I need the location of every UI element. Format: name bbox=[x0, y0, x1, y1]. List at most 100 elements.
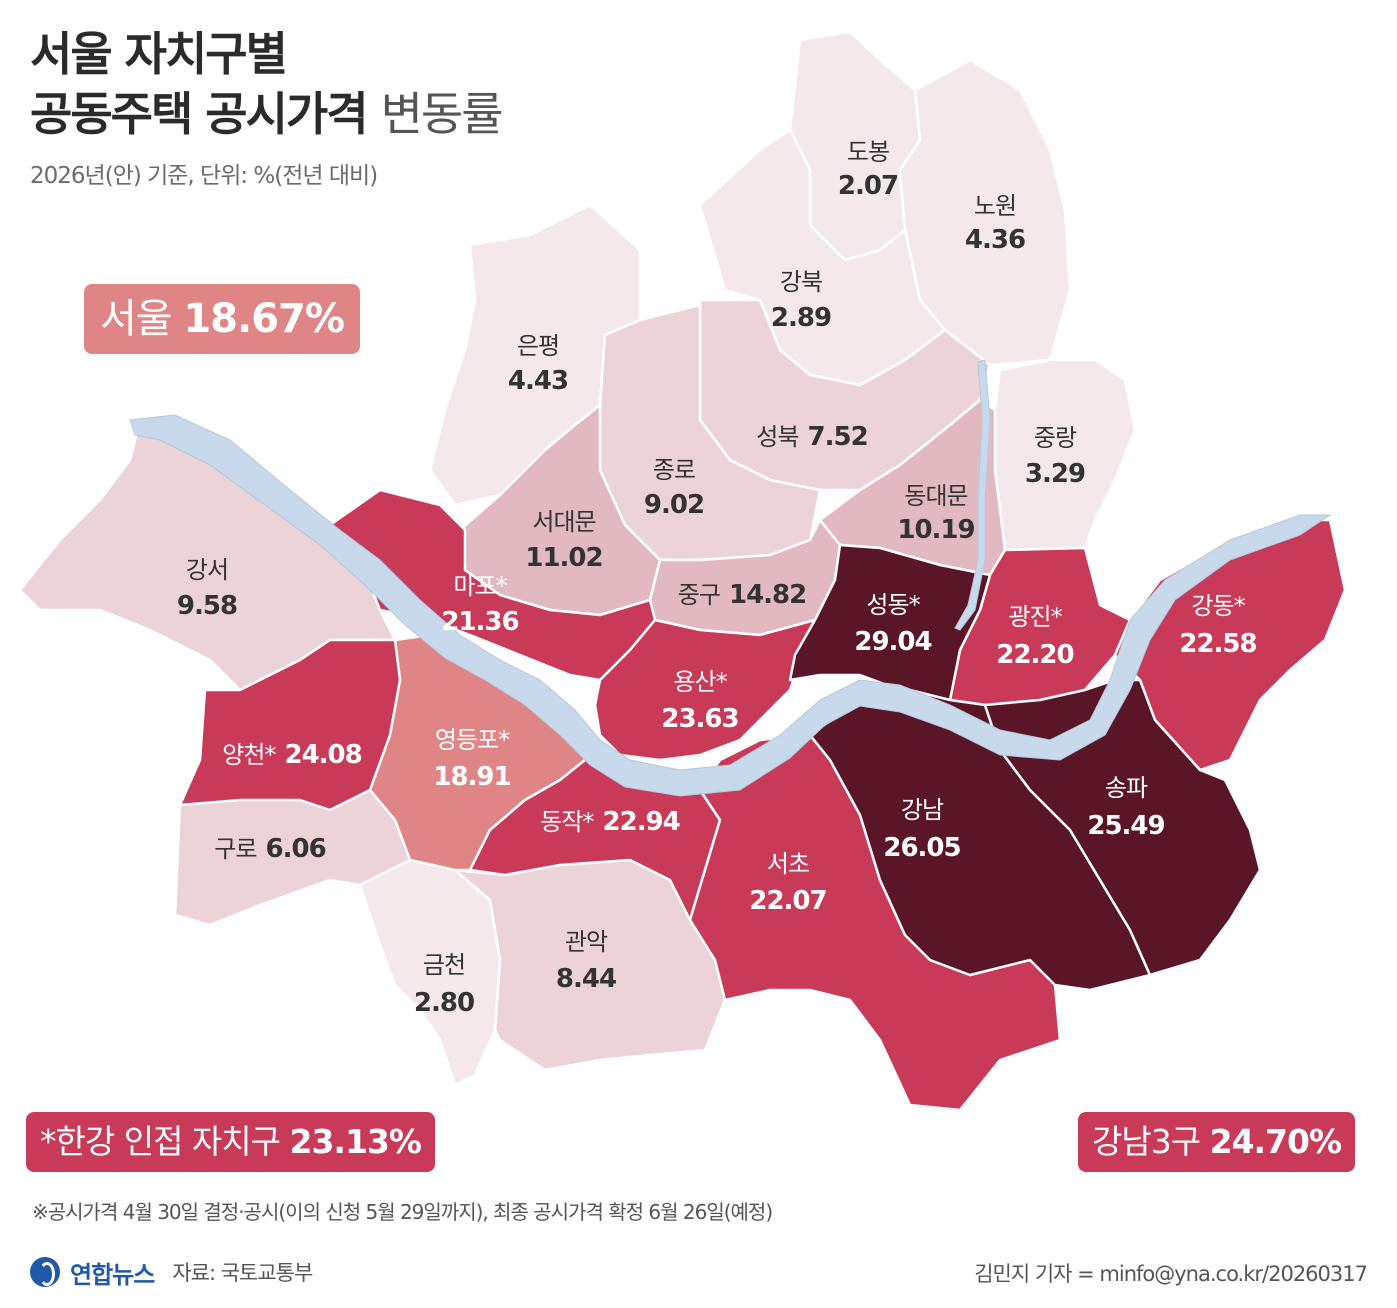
jungnang-stream bbox=[954, 359, 991, 631]
label-dongjak-name: 동작* bbox=[540, 808, 594, 836]
label-gangnam: 강남 26.05 bbox=[883, 796, 961, 863]
label-jongno: 종로 9.02 bbox=[644, 456, 705, 520]
label-jungnang-name: 중랑 bbox=[1034, 424, 1077, 452]
gangnam3-badge-value: 24.70% bbox=[1209, 1122, 1342, 1161]
label-seocho-name: 서초 bbox=[767, 850, 809, 878]
label-geumcheon-name: 금천 bbox=[423, 951, 465, 979]
label-nowon-value: 4.36 bbox=[965, 225, 1025, 255]
yonhap-logo-text: 연합뉴스 bbox=[70, 1260, 155, 1289]
label-dongdaemun-value: 10.19 bbox=[897, 515, 974, 545]
label-junggu-value: 14.82 bbox=[729, 580, 806, 610]
title-line2-light: 변동률 bbox=[380, 87, 504, 141]
label-gangdong-value: 22.58 bbox=[1179, 629, 1256, 659]
district-yangcheon bbox=[178, 638, 402, 812]
label-yeongdeungpo-name: 영등포* bbox=[435, 726, 510, 754]
label-gangdong-name: 강동* bbox=[1191, 592, 1245, 620]
hangang-badge-label: *한강 인접 자치구 bbox=[40, 1122, 281, 1161]
label-eunpyeong-value: 4.43 bbox=[508, 366, 568, 396]
label-guro: 구로 6.06 bbox=[214, 834, 326, 864]
label-seocho-value: 22.07 bbox=[749, 886, 826, 916]
label-nowon: 노원 4.36 bbox=[965, 192, 1026, 255]
label-guro-value: 6.06 bbox=[266, 834, 326, 864]
label-gwanak: 관악 8.44 bbox=[556, 928, 617, 994]
label-mapo-name: 마포* bbox=[453, 572, 507, 600]
hangang-badge-value: 23.13% bbox=[289, 1122, 422, 1161]
seoul-badge-label: 서울 bbox=[100, 296, 173, 342]
label-yangcheon-name: 양천* bbox=[222, 741, 276, 769]
label-eunpyeong: 은평 4.43 bbox=[508, 332, 569, 396]
label-jongno-value: 9.02 bbox=[644, 490, 704, 520]
label-seodaemun-value: 11.02 bbox=[525, 543, 602, 573]
label-nowon-name: 노원 bbox=[974, 192, 1016, 220]
seoul-average-badge: 서울 18.67% bbox=[84, 284, 360, 354]
label-seocho: 서초 22.07 bbox=[749, 850, 827, 916]
label-seongbuk-value: 7.52 bbox=[808, 422, 868, 452]
credit-text: 김민지 기자 = minfo@yna.co.kr/20260317 bbox=[974, 1262, 1368, 1286]
label-gwanak-value: 8.44 bbox=[556, 964, 616, 994]
label-junggu: 중구 14.82 bbox=[678, 580, 808, 610]
label-seongdong-value: 29.04 bbox=[854, 627, 931, 657]
label-seodaemun: 서대문 11.02 bbox=[525, 508, 603, 573]
svg-text:중구 14.82: 중구 14.82 bbox=[678, 580, 807, 610]
label-yangcheon: 양천* 24.08 bbox=[222, 740, 363, 770]
label-gangbuk-name: 강북 bbox=[780, 268, 822, 296]
label-geumcheon: 금천 2.80 bbox=[414, 951, 475, 1018]
svg-text:성북 7.52: 성북 7.52 bbox=[756, 422, 867, 452]
gangnam3-average-badge: 강남3구 24.70% bbox=[1078, 1112, 1356, 1172]
svg-text:양천* 24.08: 양천* 24.08 bbox=[222, 740, 362, 770]
label-gangseo-value: 9.58 bbox=[177, 591, 237, 621]
label-seongdong-name: 성동* bbox=[866, 591, 920, 619]
label-dongdaemun: 동대문 10.19 bbox=[897, 482, 975, 545]
label-gangseo: 강서 9.58 bbox=[177, 556, 238, 621]
label-seongbuk: 성북 7.52 bbox=[756, 422, 868, 452]
svg-text:동작* 22.94: 동작* 22.94 bbox=[540, 807, 680, 837]
source-text: 자료: 국토교통부 bbox=[172, 1261, 313, 1285]
label-dongjak-value: 22.94 bbox=[603, 807, 680, 837]
label-dongdaemun-name: 동대문 bbox=[904, 482, 967, 510]
label-dongjak: 동작* 22.94 bbox=[540, 807, 681, 837]
footnote: ※공시가격 4월 30일 결정·공시(이의 신청 5월 29일까지), 최종 공… bbox=[32, 1200, 773, 1224]
label-yeongdeungpo: 영등포* 18.91 bbox=[433, 726, 511, 792]
label-yongsan: 용산* 23.63 bbox=[661, 668, 739, 734]
label-yongsan-value: 23.63 bbox=[661, 704, 738, 734]
label-gangnam-value: 26.05 bbox=[883, 833, 960, 863]
label-gwanak-name: 관악 bbox=[565, 928, 608, 956]
label-geumcheon-value: 2.80 bbox=[414, 988, 474, 1018]
district-yongsan bbox=[593, 618, 817, 762]
label-songpa: 송파 25.49 bbox=[1087, 774, 1165, 841]
label-jungnang: 중랑 3.29 bbox=[1025, 424, 1086, 489]
label-seongdong: 성동* 29.04 bbox=[854, 591, 932, 657]
label-songpa-value: 25.49 bbox=[1087, 811, 1164, 841]
svg-text:구로 6.06: 구로 6.06 bbox=[214, 834, 325, 864]
label-mapo-value: 21.36 bbox=[441, 607, 518, 637]
label-gangdong: 강동* 22.58 bbox=[1179, 592, 1257, 659]
district-jungnang bbox=[993, 358, 1137, 552]
label-gangseo-name: 강서 bbox=[186, 556, 228, 584]
label-gwangjin-name: 광진* bbox=[1008, 603, 1062, 631]
label-jongno-name: 종로 bbox=[653, 456, 695, 484]
label-dobong-name: 도봉 bbox=[847, 138, 889, 166]
label-mapo: 마포* 21.36 bbox=[441, 572, 519, 637]
label-guro-name: 구로 bbox=[214, 835, 256, 863]
label-junggu-name: 중구 bbox=[678, 581, 720, 609]
label-seodaemun-name: 서대문 bbox=[532, 508, 595, 536]
label-dobong: 도봉 2.07 bbox=[838, 138, 899, 201]
label-seongbuk-name: 성북 bbox=[756, 423, 798, 451]
label-gangbuk: 강북 2.89 bbox=[771, 268, 832, 333]
label-jungnang-value: 3.29 bbox=[1025, 459, 1085, 489]
title-line2: 공동주택 공시가격 bbox=[30, 87, 369, 141]
label-gangbuk-value: 2.89 bbox=[771, 303, 831, 333]
label-songpa-name: 송파 bbox=[1105, 774, 1148, 802]
yonhap-logo-icon bbox=[30, 1257, 60, 1287]
label-eunpyeong-name: 은평 bbox=[517, 332, 559, 360]
gangnam3-badge-label: 강남3구 bbox=[1092, 1122, 1201, 1161]
map-title: 서울 자치구별 공동주택 공시가격 변동률 bbox=[30, 24, 504, 144]
map-subtitle: 2026년(안) 기준, 단위: %(전년 대비) bbox=[30, 163, 378, 189]
hangang-average-badge: *한강 인접 자치구 23.13% bbox=[26, 1112, 435, 1172]
footer-source: 연합뉴스 자료: 국토교통부 bbox=[30, 1254, 313, 1290]
title-line1: 서울 자치구별 bbox=[30, 27, 288, 81]
label-yangcheon-value: 24.08 bbox=[285, 740, 362, 770]
label-gwangjin-value: 22.20 bbox=[996, 640, 1073, 670]
label-gwangjin: 광진* 22.20 bbox=[996, 603, 1074, 670]
